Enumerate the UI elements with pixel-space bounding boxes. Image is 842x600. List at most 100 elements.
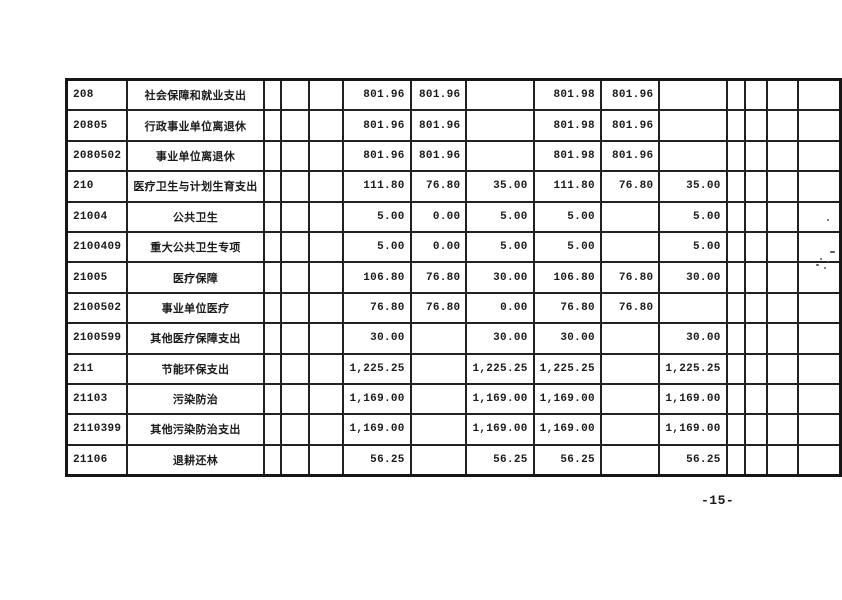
empty-cell	[725, 200, 747, 233]
empty-cell	[766, 78, 800, 112]
empty-cell	[280, 200, 310, 233]
empty-cell	[797, 230, 842, 264]
table-body: 208 社会保障和就业支出 801.96 801.96 801.98 801.96 2080…	[65, 78, 842, 477]
empty-cell	[280, 413, 310, 446]
empty-cell	[725, 382, 747, 416]
empty-cell	[658, 291, 728, 325]
value-cell: 1,169.00	[658, 413, 728, 446]
empty-cell	[744, 382, 769, 416]
value-cell: 76.80	[599, 261, 661, 294]
value-cell: 0.00	[409, 230, 468, 264]
empty-cell	[725, 139, 747, 173]
value-cell: 1,169.00	[532, 413, 602, 446]
value-cell: 5.00	[342, 230, 412, 264]
empty-cell	[280, 78, 310, 112]
empty-cell	[262, 230, 283, 264]
empty-cell	[744, 443, 769, 477]
empty-cell	[262, 139, 283, 173]
value-cell: 1,169.00	[658, 382, 728, 416]
empty-cell	[766, 413, 800, 446]
empty-cell	[725, 109, 747, 142]
value-cell: 1,169.00	[342, 382, 412, 416]
empty-cell	[307, 170, 345, 203]
empty-cell	[599, 443, 661, 477]
table-row: 2100599 其他医疗保障支出 30.00 30.00 30.00 30.00	[65, 322, 842, 355]
empty-cell	[599, 382, 661, 416]
value-cell: 801.98	[532, 109, 602, 142]
empty-cell	[766, 261, 800, 294]
value-cell: 801.96	[409, 109, 468, 142]
empty-cell	[744, 170, 769, 203]
empty-cell	[744, 291, 769, 325]
empty-cell	[766, 170, 800, 203]
empty-cell	[797, 139, 842, 173]
value-cell: 0.00	[465, 291, 535, 325]
value-cell: 801.96	[409, 78, 468, 112]
empty-cell	[307, 382, 345, 416]
empty-cell	[465, 139, 535, 173]
empty-cell	[280, 170, 310, 203]
empty-cell	[744, 200, 769, 233]
description-cell: 公共卫生	[126, 200, 265, 233]
empty-cell	[262, 443, 283, 477]
empty-cell	[797, 109, 842, 142]
empty-cell	[307, 109, 345, 142]
empty-cell	[797, 78, 842, 112]
value-cell: 1,169.00	[465, 413, 535, 446]
value-cell: 1,169.00	[342, 413, 412, 446]
code-cell: 210	[65, 170, 129, 203]
scan-noise-speck	[827, 219, 829, 221]
value-cell: 801.96	[409, 139, 468, 173]
value-cell: 801.96	[599, 109, 661, 142]
value-cell: 76.80	[409, 170, 468, 203]
empty-cell	[262, 170, 283, 203]
description-cell: 污染防治	[126, 382, 265, 416]
value-cell: 801.96	[342, 78, 412, 112]
code-cell: 2100502	[65, 291, 129, 325]
scan-noise-speck	[820, 258, 822, 260]
empty-cell	[599, 200, 661, 233]
value-cell: 106.80	[532, 261, 602, 294]
code-cell: 2100409	[65, 230, 129, 264]
scan-noise-speck	[827, 261, 829, 262]
value-cell: 76.80	[409, 291, 468, 325]
empty-cell	[409, 382, 468, 416]
empty-cell	[262, 291, 283, 325]
empty-cell	[766, 322, 800, 355]
value-cell: 5.00	[532, 230, 602, 264]
empty-cell	[307, 230, 345, 264]
empty-cell	[262, 413, 283, 446]
description-cell: 社会保障和就业支出	[126, 78, 265, 112]
table-row: 21005 医疗保障 106.80 76.80 30.00 106.80 76.80 30.0…	[65, 261, 842, 294]
empty-cell	[262, 109, 283, 142]
value-cell: 5.00	[342, 200, 412, 233]
empty-cell	[766, 109, 800, 142]
value-cell: 801.96	[342, 139, 412, 173]
empty-cell	[658, 139, 728, 173]
empty-cell	[307, 322, 345, 355]
empty-cell	[797, 443, 842, 477]
empty-cell	[766, 139, 800, 173]
empty-cell	[307, 261, 345, 294]
empty-cell	[280, 382, 310, 416]
description-cell: 事业单位离退休	[126, 139, 265, 173]
value-cell: 56.25	[342, 443, 412, 477]
empty-cell	[409, 322, 468, 355]
value-cell: 76.80	[599, 291, 661, 325]
empty-cell	[262, 78, 283, 112]
value-cell: 56.25	[658, 443, 728, 477]
empty-cell	[262, 322, 283, 355]
value-cell: 801.96	[599, 139, 661, 173]
value-cell: 0.00	[409, 200, 468, 233]
empty-cell	[725, 352, 747, 385]
empty-cell	[307, 78, 345, 112]
value-cell: 76.80	[342, 291, 412, 325]
empty-cell	[725, 261, 747, 294]
description-cell: 医疗保障	[126, 261, 265, 294]
code-cell: 20805	[65, 109, 129, 142]
value-cell: 30.00	[532, 322, 602, 355]
table-row: 2080502 事业单位离退休 801.96 801.96 801.98 801.96	[65, 139, 842, 173]
table-row: 208 社会保障和就业支出 801.96 801.96 801.98 801.96	[65, 78, 842, 112]
value-cell: 56.25	[532, 443, 602, 477]
value-cell: 801.96	[342, 109, 412, 142]
